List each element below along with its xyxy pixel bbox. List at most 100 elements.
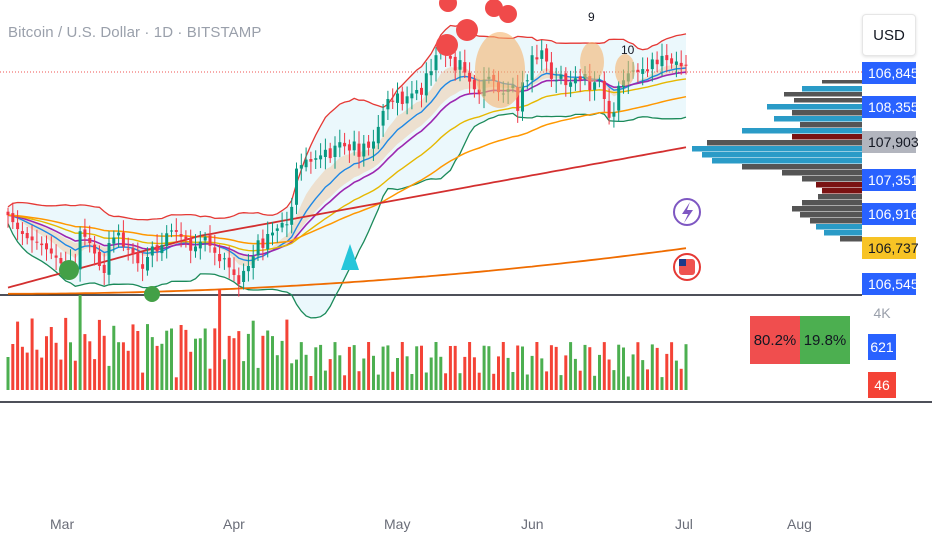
volume-bar xyxy=(549,345,553,390)
candle-body xyxy=(131,248,135,255)
candle-body xyxy=(160,245,164,254)
volume-profile-bar xyxy=(818,194,862,200)
volume-bar xyxy=(319,344,323,390)
volume-bar xyxy=(525,374,529,390)
candle-body xyxy=(189,238,193,251)
volume-bar xyxy=(97,319,101,390)
volume-bar xyxy=(501,342,505,390)
candle-body xyxy=(165,233,169,246)
volume-bar xyxy=(381,346,385,390)
volume-bar xyxy=(410,374,414,390)
ema-cloud-fill xyxy=(8,64,686,266)
candle-body xyxy=(121,232,125,247)
volume-bar xyxy=(179,325,183,390)
volume-bar xyxy=(679,368,683,390)
volume-bar xyxy=(136,331,140,390)
volume-profile-bar xyxy=(822,188,862,194)
candle-body xyxy=(295,168,298,205)
volume-bar xyxy=(655,347,659,390)
volume-bar xyxy=(516,345,520,390)
volume-bar xyxy=(295,359,298,390)
candle-body xyxy=(49,248,53,254)
volume-profile-bar xyxy=(784,92,862,97)
candle-body xyxy=(636,69,640,72)
volume-profile-bar xyxy=(774,116,862,122)
candle-body xyxy=(415,90,419,94)
volume-bar xyxy=(275,355,279,390)
volume-profile-bar xyxy=(742,164,862,170)
volume-bar xyxy=(405,356,409,390)
volume-bar xyxy=(458,373,462,390)
sell-signal-dot xyxy=(456,19,478,41)
volume-bar xyxy=(497,356,500,390)
volume-bar xyxy=(540,358,544,390)
volume-bar xyxy=(150,337,154,390)
volume-bar xyxy=(35,349,39,390)
volume-bar xyxy=(117,342,121,390)
volume-bar xyxy=(622,347,625,390)
volume-bar xyxy=(45,336,48,390)
candle-body xyxy=(525,80,529,82)
price-label-2: 108,355 xyxy=(862,96,919,118)
volume-bar xyxy=(246,333,250,390)
volume-scale-label: 4K xyxy=(873,305,891,321)
buy-signal-dot xyxy=(59,260,79,280)
volume-bar xyxy=(30,318,34,390)
volume-bar xyxy=(165,330,169,390)
candle-body xyxy=(59,258,63,264)
volume-bar xyxy=(372,355,375,390)
volume-profile-bar xyxy=(800,212,862,218)
volume-bar xyxy=(83,334,87,390)
candle-body xyxy=(107,243,111,275)
volume-bar xyxy=(506,357,510,390)
volume-bar xyxy=(261,335,265,390)
candle-body xyxy=(314,158,318,160)
buy-ratio: 19.8% xyxy=(800,316,850,364)
volume-profile-bar xyxy=(800,122,862,128)
volume-bar xyxy=(271,336,274,390)
candle-body xyxy=(641,69,645,74)
volume-bar xyxy=(684,344,688,390)
candle-body xyxy=(179,234,183,237)
volume-bar xyxy=(612,370,616,390)
candle-body xyxy=(578,76,582,80)
volume-bar xyxy=(420,345,423,390)
price-label-5: 106,916 xyxy=(862,203,919,225)
volume-bar xyxy=(20,346,24,390)
candle-body xyxy=(458,60,462,70)
volume-bar xyxy=(343,375,347,390)
candle-body xyxy=(424,73,428,96)
candle-body xyxy=(372,141,375,149)
candle-body xyxy=(30,236,34,241)
candle-body xyxy=(684,64,688,66)
volume-bar xyxy=(607,359,611,390)
volume-bar xyxy=(299,342,303,390)
candle-body xyxy=(261,238,265,248)
volume-bar xyxy=(554,346,558,390)
candle-body xyxy=(650,59,654,70)
volume-profile-bar xyxy=(792,110,862,116)
volume-bar xyxy=(155,345,159,390)
volume-bar xyxy=(237,331,241,390)
price-label-6: 106,737 xyxy=(862,237,919,259)
candle-body xyxy=(521,82,524,112)
volume-red-label: 46 xyxy=(868,372,896,398)
volume-profile-bar xyxy=(692,146,862,152)
candle-body xyxy=(208,235,212,246)
currency-button[interactable]: USD xyxy=(862,14,916,56)
volume-bar xyxy=(617,344,621,390)
volume-bar xyxy=(102,335,106,390)
candle-body xyxy=(405,96,409,104)
volume-bar xyxy=(64,317,68,390)
candle-body xyxy=(304,159,308,168)
candle-body xyxy=(323,149,327,157)
volume-bar xyxy=(112,325,116,390)
volume-bar xyxy=(338,355,342,390)
volume-bar xyxy=(242,361,246,390)
price-label-1: 106,845 xyxy=(862,62,919,84)
volume-bar xyxy=(650,344,654,390)
volume-bar xyxy=(208,368,212,390)
candle-body xyxy=(593,82,597,90)
